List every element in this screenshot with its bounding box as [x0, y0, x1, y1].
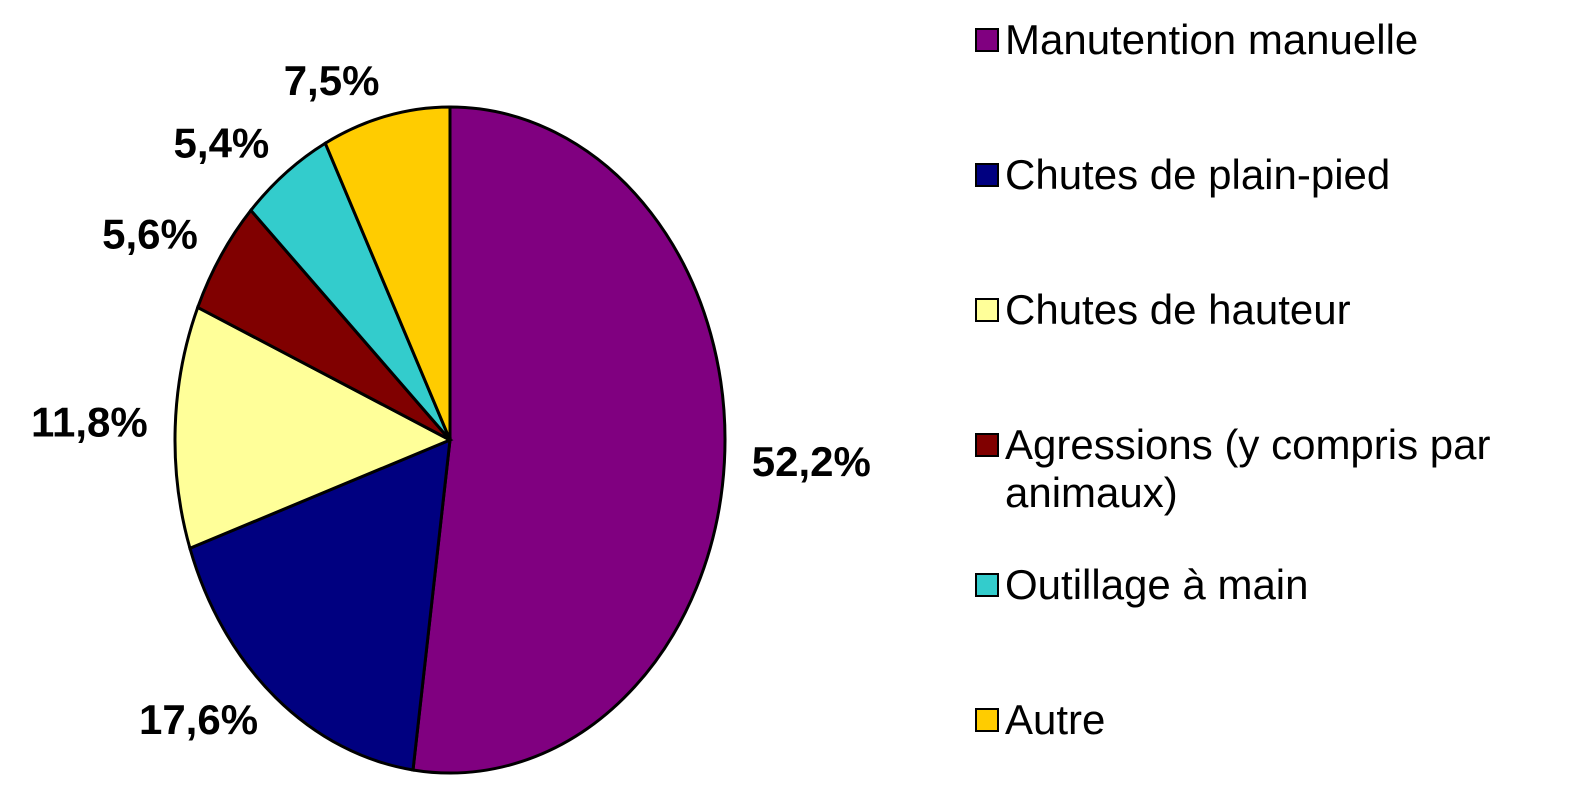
pie-area: 52,2% 17,6% 11,8% 5,6% 5,4% 7,5% [31, 57, 871, 775]
legend-label: Autre [1005, 696, 1106, 743]
legend-swatch [975, 433, 999, 457]
data-label: 7,5% [284, 57, 380, 104]
legend-item: Chutes de plain-pied [975, 151, 1565, 199]
data-label: 17,6% [139, 696, 258, 743]
legend-item: Outillage à main [975, 561, 1565, 609]
pie-slice [173, 305, 454, 551]
data-label: 11,8% [31, 399, 148, 446]
pie-slice [323, 105, 452, 441]
legend-item: Chutes de hauteur [975, 286, 1565, 334]
data-label: 52,2% [752, 438, 871, 485]
data-label: 5,4% [174, 119, 270, 166]
legend-label: Chutes de plain-pied [1005, 151, 1391, 198]
legend-label: Outillage à main [1005, 561, 1309, 608]
legend-swatch [975, 708, 999, 732]
data-label: 5,6% [102, 211, 198, 258]
legend-swatch [975, 298, 999, 322]
legend-item: Autre [975, 696, 1565, 744]
legend-item: Manutention manuelle [975, 16, 1565, 64]
legend-swatch [975, 28, 999, 52]
legend-label: Chutes de hauteur [1005, 286, 1351, 333]
legend-swatch [975, 573, 999, 597]
pie-slice [411, 105, 727, 775]
legend-swatch [975, 163, 999, 187]
legend-label: Agressions (y compris par animaux) [1005, 421, 1491, 516]
legend-item: Agressions (y compris par animaux) [975, 421, 1565, 517]
legend-label: Manutention manuelle [1005, 16, 1419, 63]
